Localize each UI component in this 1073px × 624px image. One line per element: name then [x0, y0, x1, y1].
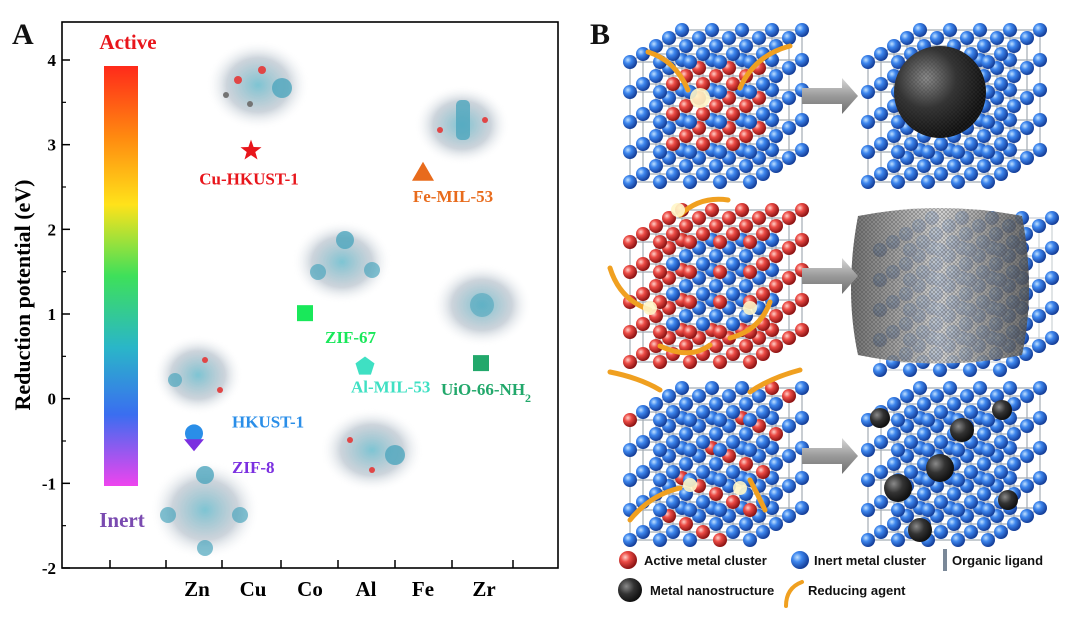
mof-lattice-row1-before [623, 23, 809, 189]
x-tick-label: Zr [472, 577, 495, 601]
mof-lattice-row3-after [861, 381, 1047, 547]
cu-hkust-1-structure [206, 40, 310, 130]
x-axis: Zn Cu Co Al Fe Zr [109, 560, 514, 601]
transformation-arrow-2 [802, 258, 858, 294]
fe-mil-53-structure [414, 85, 510, 165]
uio-66-nh2-structure [432, 263, 532, 347]
zif-67-structure [292, 220, 392, 304]
legend-nano-swatch [618, 578, 642, 602]
legend [618, 549, 947, 608]
marker-zif-67 [297, 305, 313, 322]
encapsulated-nanoparticle [894, 46, 986, 138]
label-al-mil-53: Al-MIL-53 [351, 377, 430, 396]
hkust-1-structure [153, 335, 243, 415]
legend-active-label: Active metal cluster [644, 553, 767, 568]
marker-al-mil-53 [355, 356, 375, 375]
colorbar-inert-label: Inert [99, 508, 145, 532]
reduction-potential-chart: -2 -1 0 1 2 3 4 Zn Cu Co Al Fe Zr Reduction potenti… [10, 21, 559, 601]
label-zif-67: ZIF-67 [325, 328, 377, 347]
y-tick-label: 3 [48, 136, 57, 155]
legend-inert-swatch [791, 551, 809, 569]
metal-nanoparticle [926, 454, 954, 482]
plot-frame [61, 21, 559, 569]
metal-nanoparticle [992, 400, 1012, 420]
y-tick-label: 0 [48, 390, 57, 409]
y-tick-label: 1 [48, 305, 57, 324]
y-tick-label: -2 [42, 559, 56, 578]
panel-label-a: A [12, 18, 34, 51]
x-tick-label: Zn [184, 577, 210, 601]
panel-label-b: B [590, 18, 611, 51]
x-tick-label: Fe [412, 577, 434, 601]
legend-inert-label: Inert metal cluster [814, 553, 926, 568]
legend-reducer-swatch [784, 580, 804, 608]
label-zif-8: ZIF-8 [232, 458, 275, 477]
metal-nanoparticle [870, 408, 890, 428]
y-tick-label: -1 [42, 474, 56, 493]
marker-zif-8 [184, 439, 204, 452]
legend-ligand-swatch [943, 549, 947, 571]
marker-uio-66-nh [473, 355, 489, 372]
panel-a-chart: A -2 -1 0 1 2 3 4 Zn Cu Co Al Fe Zr Reduction poten… [10, 18, 559, 601]
reaction-sparks [643, 88, 757, 495]
y-axis: -2 -1 0 1 2 3 4 [42, 51, 70, 578]
marker-hkust-1 [185, 424, 203, 443]
mof-nanostructure-schematic [607, 23, 1059, 608]
reducing-agent-arrows [607, 43, 803, 523]
activity-colorbar [104, 66, 138, 486]
marker-fe-mil-53 [412, 161, 434, 181]
transformation-arrow-3 [802, 438, 858, 474]
molecule-structure-images [150, 40, 532, 560]
y-tick-label: 4 [48, 51, 57, 70]
panel-b-schematic: B [590, 0, 1073, 619]
y-tick-label: 2 [48, 220, 57, 239]
colorbar-active-label: Active [99, 30, 156, 54]
mof-lattice-row2-before [623, 203, 809, 369]
label-hkust-1: HKUST-1 [232, 412, 304, 431]
label-cu-hkust-1: Cu-HKUST-1 [199, 170, 299, 189]
label-uio-66-nh: UiO-66-NH2 [441, 380, 531, 405]
metal-nanoparticle [884, 474, 912, 502]
mof-lattice-row3-before [623, 381, 809, 547]
legend-nano-label: Metal nanostructure [650, 583, 775, 598]
legend-ligand-label: Organic ligand [952, 553, 1044, 568]
transformation-arrow-1 [802, 78, 858, 114]
y-axis-label: Reduction potential (eV) [10, 180, 35, 411]
label-fe-mil-53: Fe-MIL-53 [413, 187, 493, 206]
metal-nanoparticle [950, 418, 974, 442]
metal-nanoparticle [908, 518, 932, 542]
zif-8-structure [150, 460, 260, 560]
al-mil-53-structure [320, 408, 424, 492]
x-tick-label: Cu [240, 577, 267, 601]
marker-cu-hkust-1 [240, 139, 262, 160]
legend-reducer-label: Reducing agent [808, 583, 906, 598]
core-shell-structure [851, 208, 1029, 364]
legend-active-swatch [619, 551, 637, 569]
metal-nanoparticle [998, 490, 1018, 510]
x-tick-label: Al [356, 577, 377, 601]
x-tick-label: Co [297, 577, 323, 601]
